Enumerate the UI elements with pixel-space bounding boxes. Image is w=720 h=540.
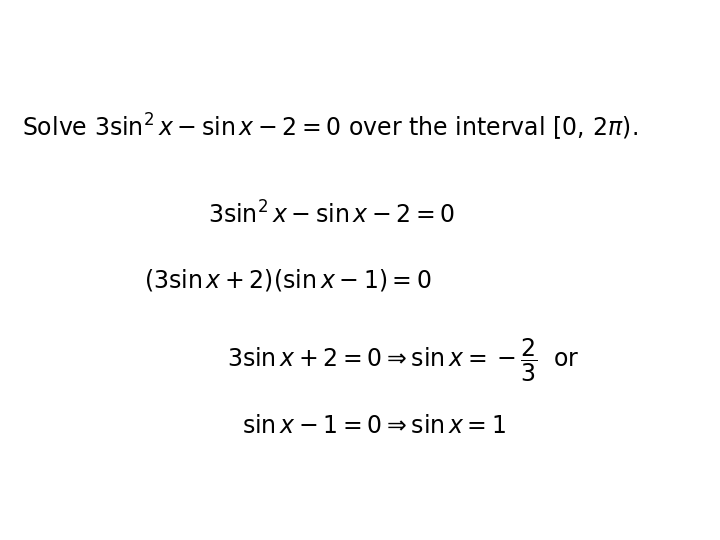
Text: by Factoring: by Factoring [235,62,392,82]
Text: Solve $3\sin^2 x - \sin x - 2 = 0$ over the interval $[0,\, 2\pi).$: Solve $3\sin^2 x - \sin x - 2 = 0$ over … [22,112,638,143]
Text: Copyright © 2013, 2009, 2005 Pearson Education, Inc.: Copyright © 2013, 2009, 2005 Pearson Edu… [131,513,474,526]
Text: 31: 31 [679,512,698,527]
Text: ALWAYS LEARNING: ALWAYS LEARNING [14,513,132,526]
Text: 6.2 Example 3 Solving a Trigonometric Equation: 6.2 Example 3 Solving a Trigonometric Eq… [59,17,661,38]
Text: $(3\sin x + 2)(\sin x - 1) = 0$: $(3\sin x + 2)(\sin x - 1) = 0$ [144,267,432,293]
Text: (page 263): (page 263) [420,64,509,79]
Text: $3\sin x + 2 = 0 \Rightarrow \sin x = -\dfrac{2}{3}$  or: $3\sin x + 2 = 0 \Rightarrow \sin x = -\… [227,336,580,384]
Text: $3\sin^2 x - \sin x - 2 = 0$: $3\sin^2 x - \sin x - 2 = 0$ [207,202,455,229]
Text: PEARSON: PEARSON [562,511,663,529]
Text: $\sin x - 1 = 0 \Rightarrow \sin x = 1$: $\sin x - 1 = 0 \Rightarrow \sin x = 1$ [243,414,506,438]
